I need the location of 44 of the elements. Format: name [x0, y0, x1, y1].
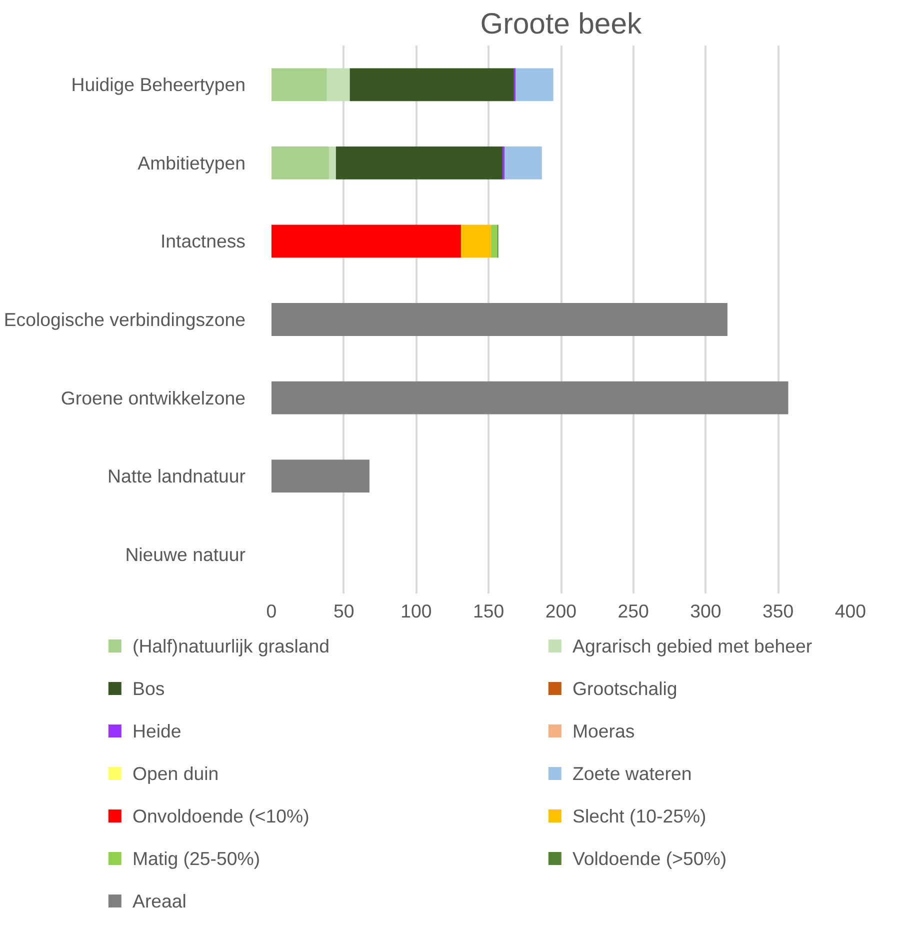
legend-label: (Half)natuurlijk grasland	[132, 636, 330, 656]
y-tick-label: Nieuwe natuur	[125, 544, 246, 565]
y-tick-label: Intactness	[160, 230, 246, 252]
bar	[272, 224, 461, 258]
y-tick-label: Ambitietypen	[138, 152, 246, 174]
bar	[272, 146, 329, 180]
y-tick-label: Groene ontwikkelzone	[60, 387, 246, 408]
legend-label: Bos	[132, 678, 165, 699]
x-tick-label: 200	[545, 600, 577, 622]
bar	[272, 303, 728, 336]
bar	[328, 146, 336, 180]
x-tick-label: 300	[690, 600, 722, 622]
x-tick-label: 250	[618, 600, 649, 622]
y-tick-label: Natte landnatuur	[108, 466, 246, 487]
bar	[504, 146, 542, 180]
legend-label: Onvoldoende (<10%)	[132, 806, 310, 826]
legend-label: Moeras	[572, 720, 635, 742]
y-tick-label: Huidige Beheertypen	[71, 74, 246, 96]
bar	[491, 224, 498, 258]
bar	[272, 381, 788, 414]
legend-label: Zoete wateren	[572, 763, 692, 784]
chart-title: Groote beek	[480, 8, 642, 40]
bar	[460, 224, 492, 258]
legend-label: Grootschalig	[572, 678, 678, 699]
x-tick-label: 0	[266, 600, 277, 622]
x-tick-label: 400	[834, 600, 866, 622]
bar	[326, 68, 350, 102]
legend-label: Agrarisch gebied met beheer	[572, 636, 812, 656]
legend-label: Heide	[132, 720, 182, 742]
bar	[516, 68, 554, 102]
legend-label: Slecht (10-25%)	[572, 806, 706, 826]
bar	[350, 68, 514, 102]
bar	[336, 146, 503, 180]
legend-label: Matig (25-50%)	[132, 848, 260, 869]
bar	[272, 460, 370, 493]
legend-label: Voldoende (>50%)	[572, 848, 727, 869]
y-tick-label: Ecologische verbindingszone	[4, 309, 246, 330]
x-tick-label: 100	[400, 600, 432, 622]
x-tick-label: 350	[762, 600, 794, 622]
legend-label: Open duin	[132, 763, 219, 784]
legend-label: Areaal	[132, 890, 186, 912]
bar	[272, 68, 327, 102]
x-tick-label: 50	[334, 600, 354, 622]
x-tick-label: 150	[473, 600, 504, 622]
